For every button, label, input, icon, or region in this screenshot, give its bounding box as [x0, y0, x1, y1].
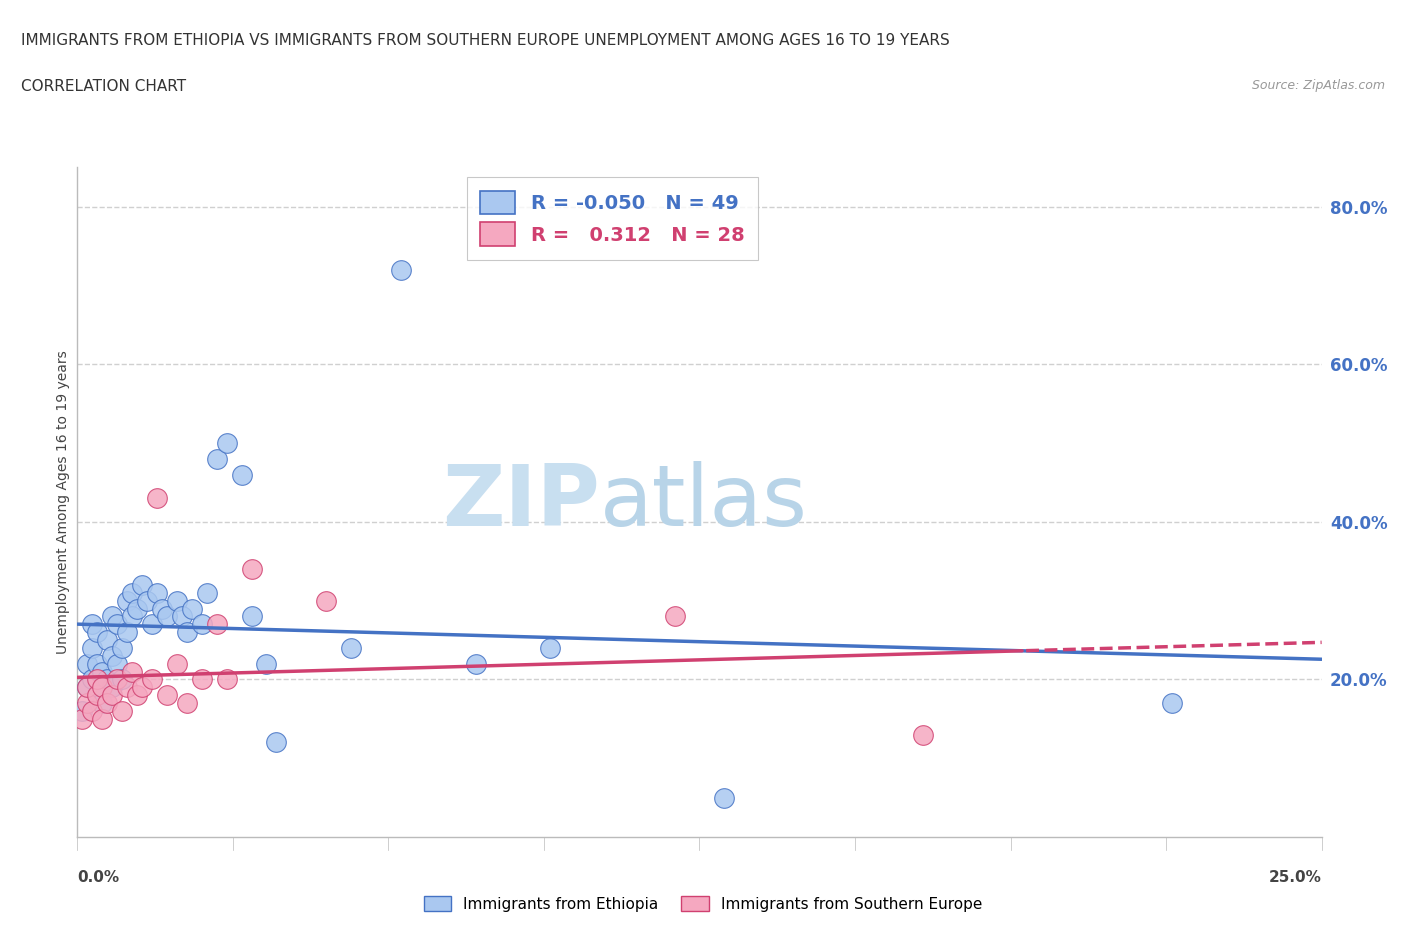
Point: [96, 632, 118, 647]
Point: [180, 601, 202, 616]
Point: [231, 467, 253, 482]
Point: [72, 703, 94, 718]
Point: [91, 711, 114, 726]
Point: [315, 593, 337, 608]
Point: [538, 641, 561, 656]
Point: [82, 617, 104, 631]
Text: atlas: atlas: [600, 460, 808, 544]
Point: [76, 680, 98, 695]
Point: [166, 593, 188, 608]
Point: [166, 657, 188, 671]
Point: [156, 609, 179, 624]
Point: [86, 688, 108, 703]
Point: [82, 672, 104, 687]
Point: [176, 625, 198, 640]
Point: [146, 585, 169, 600]
Point: [191, 672, 214, 687]
Point: [86, 625, 108, 640]
Point: [76, 657, 98, 671]
Point: [215, 435, 238, 450]
Point: [131, 578, 153, 592]
Legend: Immigrants from Ethiopia, Immigrants from Southern Europe: Immigrants from Ethiopia, Immigrants fro…: [418, 889, 988, 918]
Point: [101, 688, 124, 703]
Point: [205, 451, 228, 466]
Point: [191, 617, 214, 631]
Point: [664, 609, 686, 624]
Point: [115, 625, 138, 640]
Point: [76, 680, 98, 695]
Text: 25.0%: 25.0%: [1268, 870, 1322, 885]
Text: IMMIGRANTS FROM ETHIOPIA VS IMMIGRANTS FROM SOUTHERN EUROPE UNEMPLOYMENT AMONG A: IMMIGRANTS FROM ETHIOPIA VS IMMIGRANTS F…: [21, 33, 950, 47]
Point: [256, 657, 278, 671]
Point: [111, 672, 134, 687]
Point: [156, 688, 179, 703]
Point: [150, 601, 173, 616]
Point: [82, 703, 104, 718]
Point: [111, 641, 134, 656]
Point: [101, 648, 124, 663]
Point: [1161, 696, 1184, 711]
Legend: R = -0.050   N = 49, R =   0.312   N = 28: R = -0.050 N = 49, R = 0.312 N = 28: [467, 177, 758, 259]
Point: [96, 696, 118, 711]
Point: [146, 491, 169, 506]
Point: [91, 696, 114, 711]
Point: [215, 672, 238, 687]
Text: CORRELATION CHART: CORRELATION CHART: [21, 79, 186, 94]
Point: [101, 609, 124, 624]
Point: [176, 696, 198, 711]
Point: [125, 688, 148, 703]
Y-axis label: Unemployment Among Ages 16 to 19 years: Unemployment Among Ages 16 to 19 years: [56, 351, 70, 654]
Point: [86, 657, 108, 671]
Point: [125, 601, 148, 616]
Point: [101, 680, 124, 695]
Point: [240, 609, 263, 624]
Point: [105, 617, 128, 631]
Point: [72, 711, 94, 726]
Point: [170, 609, 193, 624]
Point: [105, 672, 128, 687]
Point: [82, 641, 104, 656]
Point: [141, 672, 163, 687]
Point: [131, 680, 153, 695]
Point: [141, 617, 163, 631]
Point: [912, 727, 935, 742]
Point: [96, 672, 118, 687]
Point: [115, 593, 138, 608]
Point: [240, 562, 263, 577]
Point: [266, 735, 288, 750]
Point: [111, 703, 134, 718]
Point: [115, 680, 138, 695]
Point: [136, 593, 159, 608]
Point: [76, 696, 98, 711]
Point: [91, 664, 114, 679]
Point: [389, 262, 412, 277]
Point: [195, 585, 218, 600]
Point: [205, 617, 228, 631]
Point: [105, 657, 128, 671]
Point: [86, 688, 108, 703]
Text: ZIP: ZIP: [443, 460, 600, 544]
Point: [340, 641, 363, 656]
Text: Source: ZipAtlas.com: Source: ZipAtlas.com: [1251, 79, 1385, 92]
Text: 0.0%: 0.0%: [77, 870, 120, 885]
Point: [91, 680, 114, 695]
Point: [713, 790, 735, 805]
Point: [86, 672, 108, 687]
Point: [121, 609, 143, 624]
Point: [121, 585, 143, 600]
Point: [121, 664, 143, 679]
Point: [464, 657, 486, 671]
